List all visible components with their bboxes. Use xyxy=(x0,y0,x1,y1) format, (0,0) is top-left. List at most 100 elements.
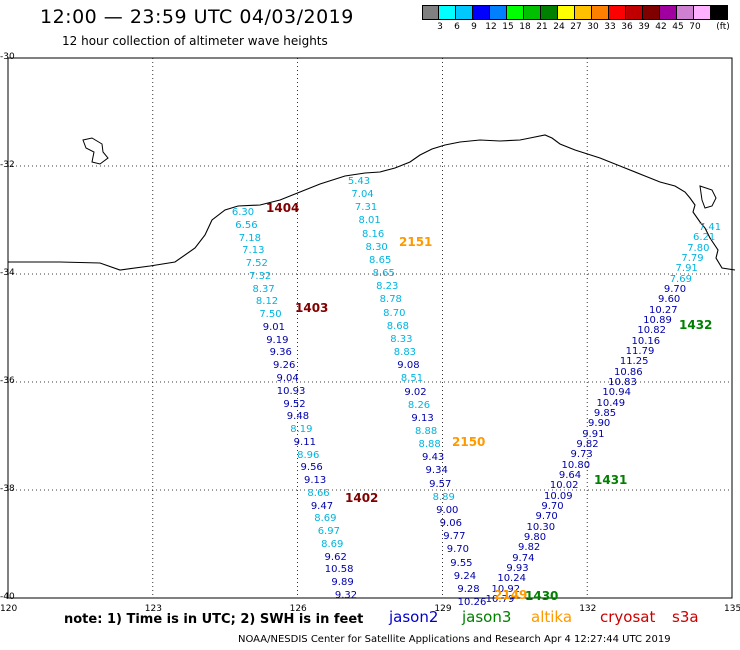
wave-height-value: 7.41 xyxy=(698,222,722,233)
coastline-main xyxy=(8,134,736,271)
wave-height-value: 10.89 xyxy=(643,315,672,326)
wave-height-value: 9.28 xyxy=(457,583,480,595)
wave-height-value: 7.31 xyxy=(354,202,378,214)
pass-time-label: 1403 xyxy=(295,301,329,315)
wave-height-value: 9.89 xyxy=(331,577,354,589)
map-frame xyxy=(7,57,733,599)
wave-height-value: 8.66 xyxy=(307,487,330,499)
color-scale-frame xyxy=(422,5,726,20)
pass-time-label: 1402 xyxy=(345,491,379,505)
wave-height-value: 9.82 xyxy=(518,542,541,554)
wave-height-value: 7.50 xyxy=(259,309,282,321)
scale-tick-label: 24 xyxy=(553,22,565,32)
wave-height-value: 9.74 xyxy=(512,552,535,564)
wave-height-value: 9.62 xyxy=(324,551,347,563)
wave-height-value: 7.04 xyxy=(351,189,374,201)
scale-swatch xyxy=(439,5,456,20)
scale-tick-label: 70 xyxy=(689,22,701,32)
wave-height-value: 9.02 xyxy=(404,386,427,398)
lat-tick-label: -32 xyxy=(0,160,15,170)
wave-height-value: 9.01 xyxy=(262,321,286,333)
scale-tick-label: 21 xyxy=(536,22,548,32)
wave-height-value: 8.19 xyxy=(290,424,313,436)
pass-time-label: 2151 xyxy=(399,235,433,249)
wave-height-value: 10.02 xyxy=(549,480,579,492)
wave-height-value: 9.08 xyxy=(397,360,420,372)
lon-tick-label: 129 xyxy=(434,604,452,614)
pass-time-label: 2149 xyxy=(494,588,528,602)
wave-height-value: 9.06 xyxy=(439,518,462,530)
wave-height-value: 9.11 xyxy=(293,436,316,448)
wave-height-value: 10.86 xyxy=(614,366,643,378)
scale-swatch xyxy=(609,5,626,20)
pass-time-label: 1430 xyxy=(525,589,559,603)
satellite-legend-altika: altika xyxy=(531,608,573,626)
wave-height-value: 8.26 xyxy=(407,399,431,411)
wave-height-value: 10.09 xyxy=(544,490,573,502)
lon-tick-label: 132 xyxy=(579,604,597,614)
wave-height-value: 8.01 xyxy=(358,215,381,227)
wave-height-value: 7.91 xyxy=(675,263,698,275)
wave-height-value: 9.55 xyxy=(450,557,473,569)
wave-height-value: 9.34 xyxy=(425,465,448,477)
scale-tick-label: 6 xyxy=(454,22,460,32)
wave-height-value: 9.82 xyxy=(576,439,599,450)
wave-height-value: 10.83 xyxy=(608,377,637,388)
wave-height-value: 8.88 xyxy=(418,439,441,451)
coastline-cape xyxy=(699,185,717,209)
wave-height-value: 9.80 xyxy=(523,532,547,543)
wave-height-value: 9.56 xyxy=(300,462,323,474)
wave-height-value: 9.48 xyxy=(286,411,310,423)
pass-time-label: 1431 xyxy=(594,473,628,487)
wave-height-value: 7.13 xyxy=(242,245,265,257)
wave-height-value: 8.33 xyxy=(390,333,413,345)
wave-height-value: 8.78 xyxy=(379,294,402,306)
wave-height-value: 10.82 xyxy=(637,325,666,337)
scale-swatch xyxy=(558,5,575,20)
scale-swatch xyxy=(626,5,643,20)
lon-tick-label: 126 xyxy=(289,604,307,614)
scale-tick-label: 27 xyxy=(570,22,582,32)
wave-height-value: 9.13 xyxy=(303,475,327,487)
lon-tick-label: 135 xyxy=(724,604,740,614)
scale-swatch xyxy=(592,5,609,20)
scale-swatch xyxy=(711,5,728,20)
color-scale-legend: 3 6 9 12 15 18 21 24 27 30 33 36 39 42 45 70 (ft) xyxy=(422,5,740,37)
wave-height-value: 6.21 xyxy=(693,232,716,244)
wave-height-value: 6.30 xyxy=(231,207,255,218)
wave-height-value: 9.13 xyxy=(411,412,434,424)
lat-tick-label: -38 xyxy=(0,484,15,494)
lat-lon-grid xyxy=(8,58,732,598)
wave-height-value: 10.93 xyxy=(276,385,306,397)
wave-height-value: 9.04 xyxy=(276,372,299,384)
wave-height-value: 9.73 xyxy=(570,449,593,461)
lat-tick-label: -30 xyxy=(0,52,15,62)
wave-height-value: 9.19 xyxy=(266,334,289,346)
scale-tick-label: 15 xyxy=(502,22,514,32)
wave-height-value: 10.26 xyxy=(457,597,487,608)
wave-height-value: 8.89 xyxy=(432,491,455,503)
wave-height-value: 7.79 xyxy=(681,253,704,264)
wave-height-value: 8.65 xyxy=(372,268,395,280)
wave-height-value: 8.69 xyxy=(321,538,344,550)
wave-height-value: 10.30 xyxy=(526,521,556,533)
wave-height-value: 8.65 xyxy=(369,254,392,266)
scale-swatch xyxy=(507,5,524,20)
lat-tick-label: -36 xyxy=(0,376,15,386)
scale-unit-label: (ft) xyxy=(716,22,730,32)
wave-height-value: 9.32 xyxy=(334,590,358,601)
wave-height-value: 9.70 xyxy=(541,501,564,512)
wave-height-value: 6.97 xyxy=(317,526,340,538)
satellite-legend-s3a: s3a xyxy=(672,608,699,626)
pass-time-label: 1404 xyxy=(266,201,300,215)
wave-height-value: 8.69 xyxy=(314,513,337,525)
lat-tick-label: -40 xyxy=(0,592,15,602)
scale-swatch xyxy=(456,5,473,20)
wave-height-value: 10.80 xyxy=(561,459,591,471)
scale-tick-label: 39 xyxy=(638,22,650,32)
wave-height-value: 9.43 xyxy=(422,452,445,464)
wave-height-value: 10.27 xyxy=(649,304,678,316)
scale-swatch xyxy=(422,5,439,20)
wave-height-value: 10.49 xyxy=(596,397,626,409)
